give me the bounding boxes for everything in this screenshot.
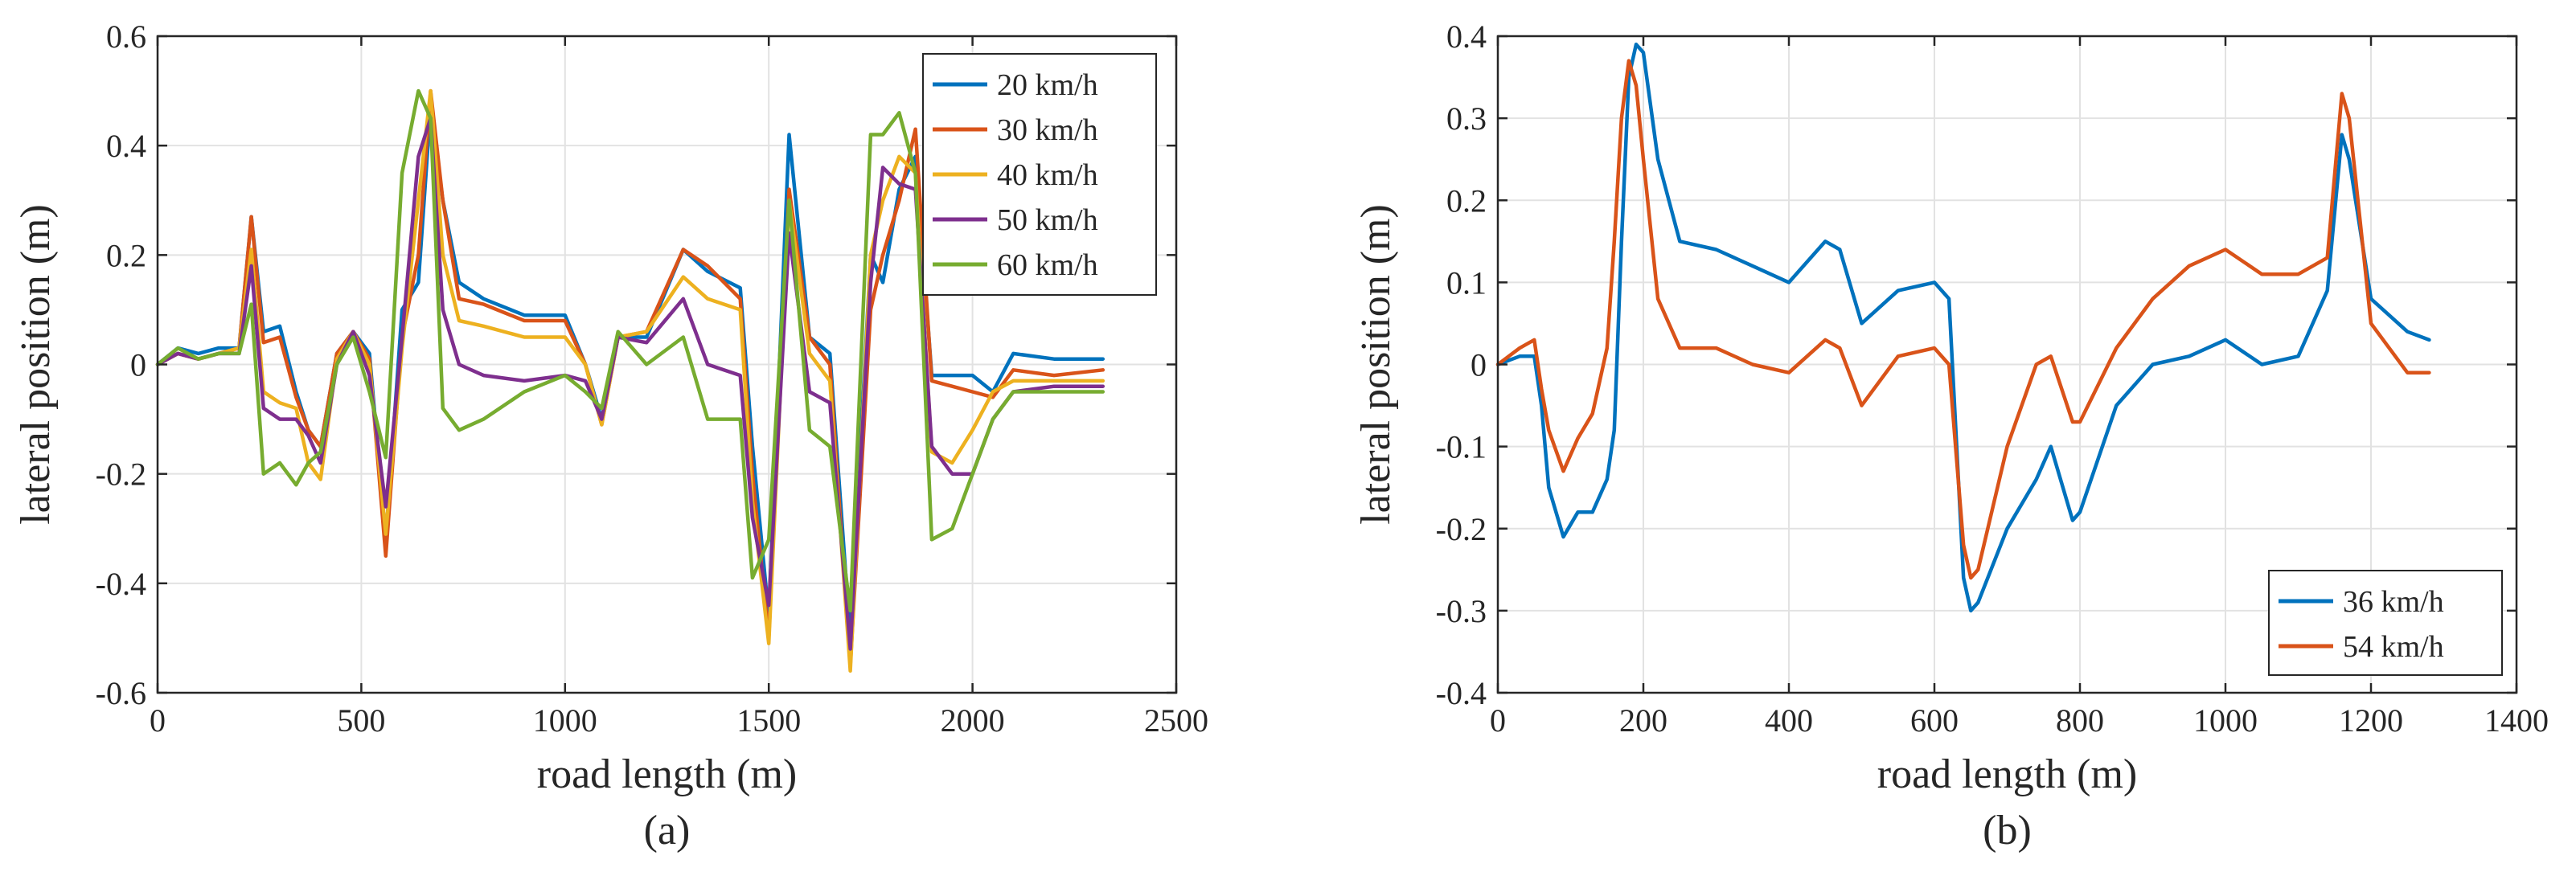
panel-a-x-tick-label: 500 [337, 702, 385, 739]
panel-a-y-tick-label: -0.2 [96, 456, 146, 493]
panel-a-x-tick-label: 0 [150, 702, 166, 739]
panel-b-y-tick-label: 0 [1471, 347, 1487, 383]
panel-a-legend-label: 40 km/h [997, 158, 1098, 192]
panel-b-y-tick-label: -0.2 [1436, 511, 1487, 547]
panel-b-x-tick-label: 200 [1619, 702, 1667, 739]
panel-b-x-tick-label: 0 [1490, 702, 1506, 739]
panel-a-series-line-40-km-h [155, 88, 1105, 673]
panel-b-y-tick-label: 0.3 [1446, 100, 1487, 137]
panel-a-y-tick-label: 0.4 [106, 128, 146, 164]
panel-a-legend-label: 60 km/h [997, 248, 1098, 282]
panel-b-x-tick-label: 600 [1910, 702, 1959, 739]
panel-b-caption: (b) [1983, 808, 2032, 853]
panel-a-series-line-60-km-h [155, 88, 1105, 613]
panel-a-legend: 20 km/h 30 km/h 40 km/h 50 km/h 60 km/h [922, 53, 1157, 296]
panel-a-y-tick-label: -0.6 [96, 675, 146, 711]
panel-a-series-line-50-km-h [155, 116, 1105, 651]
panel-b-x-tick-label: 1400 [2484, 702, 2549, 739]
panel-b-y-tick-label: -0.4 [1436, 675, 1487, 711]
panel-a-caption: (a) [644, 808, 691, 853]
panel-a-y-tick-label: -0.4 [96, 566, 146, 602]
panel-a-legend-label: 30 km/h [997, 113, 1098, 147]
panel-a-y-tick-label: 0.2 [106, 237, 146, 273]
panel-a-y-tick-label: 0 [130, 347, 146, 383]
panel-a-legend-label: 20 km/h [997, 68, 1098, 102]
panel-b-x-axis-label: road length (m) [1877, 751, 2137, 797]
panel-b-x-tick-label: 400 [1765, 702, 1813, 739]
panel-b-legend-label: 54 km/h [2343, 630, 2444, 664]
chart-panel-b: 0 200 400 600 800 1000 1200 1400 -0.4 -0.3 -0.2 -0.… [1353, 18, 2549, 853]
panel-a-x-tick-label: 2000 [941, 702, 1005, 739]
panel-b-series-line-54-km-h [1495, 59, 2431, 580]
panel-b-x-tick-label: 1200 [2339, 702, 2403, 739]
panel-b-x-tick-label: 800 [2056, 702, 2104, 739]
panel-a-x-tick-label: 1500 [736, 702, 801, 739]
panel-b-legend-label: 36 km/h [2343, 585, 2444, 619]
panel-b-y-axis-label: lateral position (m) [1353, 204, 1399, 525]
panel-a-x-axis-label: road length (m) [537, 751, 797, 797]
chart-panel-a: 0 500 1000 1500 2000 2500 -0.6 -0.4 -0.2 0 0.2 0.4 0… [13, 18, 1208, 853]
panel-b-series-line-36-km-h [1495, 42, 2431, 613]
panel-b-legend-box [2268, 570, 2503, 676]
panel-a-x-tick-label: 2500 [1144, 702, 1208, 739]
panel-b-y-tick-label: 0.4 [1446, 18, 1487, 55]
panel-b-y-tick-label: -0.1 [1436, 429, 1487, 465]
panel-a-y-tick-label: 0.6 [106, 18, 146, 55]
panel-b-y-tick-label: -0.3 [1436, 593, 1487, 629]
panel-a-x-tick-label: 1000 [533, 702, 597, 739]
panel-b-y-tick-label: 0.1 [1446, 264, 1487, 301]
panel-a-y-axis-label: lateral position (m) [13, 204, 59, 525]
panel-b-y-tick-label: 0.2 [1446, 182, 1487, 219]
panel-a-legend-label: 50 km/h [997, 203, 1098, 237]
panel-b-x-tick-label: 1000 [2193, 702, 2258, 739]
panel-b-legend: 36 km/h 54 km/h [2268, 570, 2503, 676]
